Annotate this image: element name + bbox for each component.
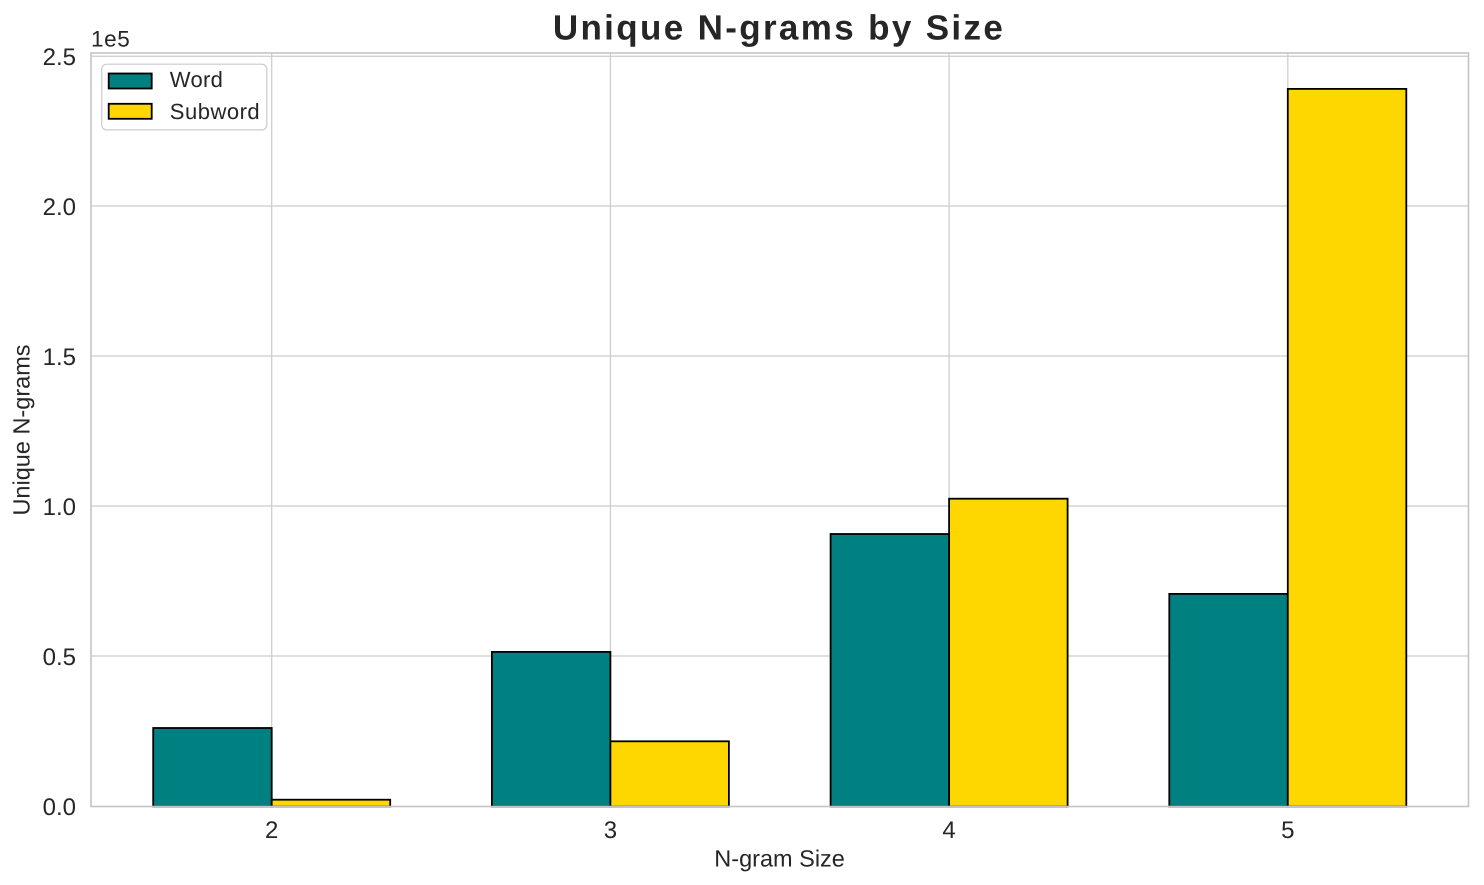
svg-text:5: 5 [1281, 817, 1294, 844]
svg-text:1.5: 1.5 [43, 344, 76, 371]
svg-text:Unique N-grams: Unique N-grams [9, 344, 35, 515]
svg-text:1e5: 1e5 [91, 27, 130, 52]
svg-text:Word: Word [170, 67, 223, 92]
svg-text:1.0: 1.0 [43, 494, 76, 521]
svg-text:N-gram Size: N-gram Size [714, 845, 845, 871]
svg-text:Unique N-grams by Size: Unique N-grams by Size [553, 9, 1005, 48]
svg-text:3: 3 [604, 817, 617, 844]
svg-text:0.5: 0.5 [43, 644, 76, 671]
svg-text:2: 2 [265, 817, 278, 844]
svg-text:2.0: 2.0 [43, 194, 76, 221]
svg-text:0.0: 0.0 [43, 794, 76, 821]
svg-text:Subword: Subword [170, 99, 260, 124]
svg-text:4: 4 [942, 817, 955, 844]
svg-text:2.5: 2.5 [43, 44, 76, 71]
